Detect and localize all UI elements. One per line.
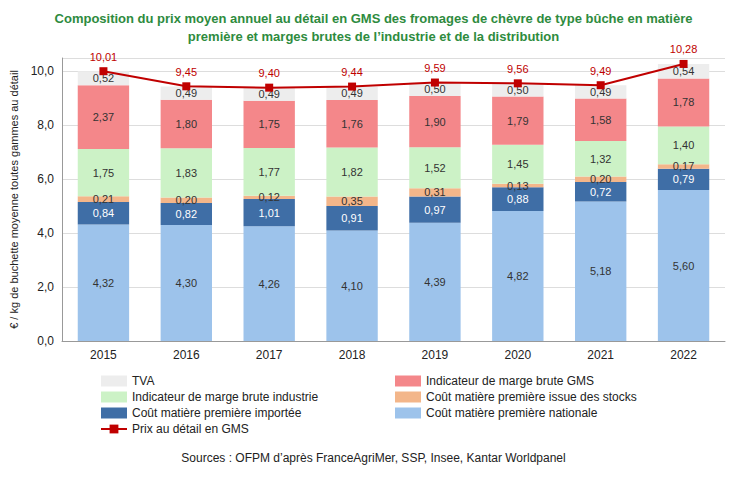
svg-text:0,17: 0,17 — [673, 160, 694, 172]
svg-text:4,26: 4,26 — [258, 278, 279, 290]
svg-text:10,0: 10,0 — [31, 64, 55, 78]
svg-text:1,76: 1,76 — [341, 118, 362, 130]
svg-text:Sources : OFPM d’après FranceA: Sources : OFPM d’après FranceAgriMer, SS… — [181, 451, 565, 465]
svg-text:1,82: 1,82 — [341, 166, 362, 178]
svg-text:2017: 2017 — [256, 348, 283, 362]
svg-text:0,13: 0,13 — [507, 180, 528, 192]
svg-text:0,82: 0,82 — [176, 208, 197, 220]
svg-text:0,84: 0,84 — [93, 207, 114, 219]
svg-text:10,28: 10,28 — [670, 43, 698, 55]
svg-text:0,21: 0,21 — [93, 193, 114, 205]
svg-text:1,32: 1,32 — [590, 153, 611, 165]
svg-text:0,49: 0,49 — [341, 87, 363, 100]
svg-text:Coût matière première importée: Coût matière première importée — [132, 406, 302, 420]
svg-text:1,58: 1,58 — [590, 114, 611, 126]
svg-text:2,0: 2,0 — [37, 280, 54, 294]
svg-text:1,52: 1,52 — [424, 162, 445, 174]
svg-text:0,49: 0,49 — [258, 88, 280, 101]
svg-text:Composition du prix moyen annu: Composition du prix moyen annuel au déta… — [55, 11, 693, 26]
svg-text:2,37: 2,37 — [93, 111, 114, 123]
svg-text:4,32: 4,32 — [93, 277, 114, 289]
svg-text:0,79: 0,79 — [673, 173, 694, 185]
svg-text:5,60: 5,60 — [673, 260, 694, 272]
svg-text:1,40: 1,40 — [673, 139, 694, 151]
svg-text:1,90: 1,90 — [424, 116, 445, 128]
svg-text:0,20: 0,20 — [176, 194, 197, 206]
svg-text:0,20: 0,20 — [590, 173, 611, 185]
svg-text:8,0: 8,0 — [37, 118, 54, 132]
svg-text:0,52: 0,52 — [92, 72, 115, 85]
svg-text:Coût matière première issue de: Coût matière première issue des stocks — [426, 390, 637, 404]
svg-text:Indicateur de marge brute GMS: Indicateur de marge brute GMS — [426, 374, 594, 388]
svg-text:2015: 2015 — [90, 348, 117, 362]
svg-text:4,0: 4,0 — [37, 226, 54, 240]
svg-text:6,0: 6,0 — [37, 172, 54, 186]
svg-text:Indicateur de marge brute indu: Indicateur de marge brute industrie — [132, 390, 318, 404]
svg-text:2016: 2016 — [173, 348, 200, 362]
svg-text:1,75: 1,75 — [93, 167, 114, 179]
svg-text:1,45: 1,45 — [507, 158, 528, 170]
svg-text:2021: 2021 — [587, 348, 614, 362]
svg-text:TVA: TVA — [132, 374, 154, 388]
svg-text:0,72: 0,72 — [590, 186, 611, 198]
svg-text:1,83: 1,83 — [176, 167, 197, 179]
svg-text:9,59: 9,59 — [424, 62, 445, 74]
svg-text:première et marges brutes de l: première et marges brutes de l’industrie… — [188, 29, 559, 44]
svg-text:9,45: 9,45 — [176, 66, 197, 78]
svg-text:2019: 2019 — [422, 348, 449, 362]
svg-text:9,56: 9,56 — [507, 63, 528, 75]
svg-text:9,49: 9,49 — [590, 65, 611, 77]
svg-text:Prix au détail en GMS: Prix au détail en GMS — [132, 422, 249, 436]
svg-text:4,30: 4,30 — [176, 277, 197, 289]
svg-text:1,77: 1,77 — [258, 166, 279, 178]
svg-text:1,80: 1,80 — [176, 118, 197, 130]
svg-text:€ / kg de buchette moyenne tou: € / kg de buchette moyenne toutes gammes… — [8, 70, 20, 329]
svg-text:0,0: 0,0 — [37, 334, 54, 348]
svg-text:10,01: 10,01 — [90, 51, 118, 63]
svg-text:0,88: 0,88 — [507, 193, 528, 205]
svg-text:2020: 2020 — [504, 348, 531, 362]
svg-text:2018: 2018 — [339, 348, 366, 362]
svg-text:1,01: 1,01 — [258, 207, 279, 219]
svg-text:0,49: 0,49 — [175, 87, 197, 100]
svg-text:9,44: 9,44 — [341, 66, 362, 78]
svg-text:0,54: 0,54 — [672, 65, 695, 78]
svg-text:1,78: 1,78 — [673, 96, 694, 108]
svg-text:0,91: 0,91 — [341, 212, 362, 224]
svg-text:0,49: 0,49 — [590, 85, 612, 98]
svg-text:4,39: 4,39 — [424, 276, 445, 288]
svg-text:1,75: 1,75 — [258, 118, 279, 130]
svg-text:4,10: 4,10 — [341, 280, 362, 292]
svg-text:0,35: 0,35 — [341, 195, 362, 207]
svg-text:0,50: 0,50 — [424, 83, 446, 96]
svg-text:4,82: 4,82 — [507, 270, 528, 282]
svg-text:0,97: 0,97 — [424, 204, 445, 216]
svg-text:0,31: 0,31 — [424, 186, 445, 198]
svg-text:1,79: 1,79 — [507, 115, 528, 127]
svg-text:5,18: 5,18 — [590, 265, 611, 277]
svg-text:Coût matière première national: Coût matière première nationale — [426, 406, 598, 420]
svg-text:0,50: 0,50 — [507, 83, 529, 96]
svg-text:2022: 2022 — [670, 348, 697, 362]
svg-text:0,12: 0,12 — [258, 191, 279, 203]
svg-text:9,40: 9,40 — [258, 67, 279, 79]
